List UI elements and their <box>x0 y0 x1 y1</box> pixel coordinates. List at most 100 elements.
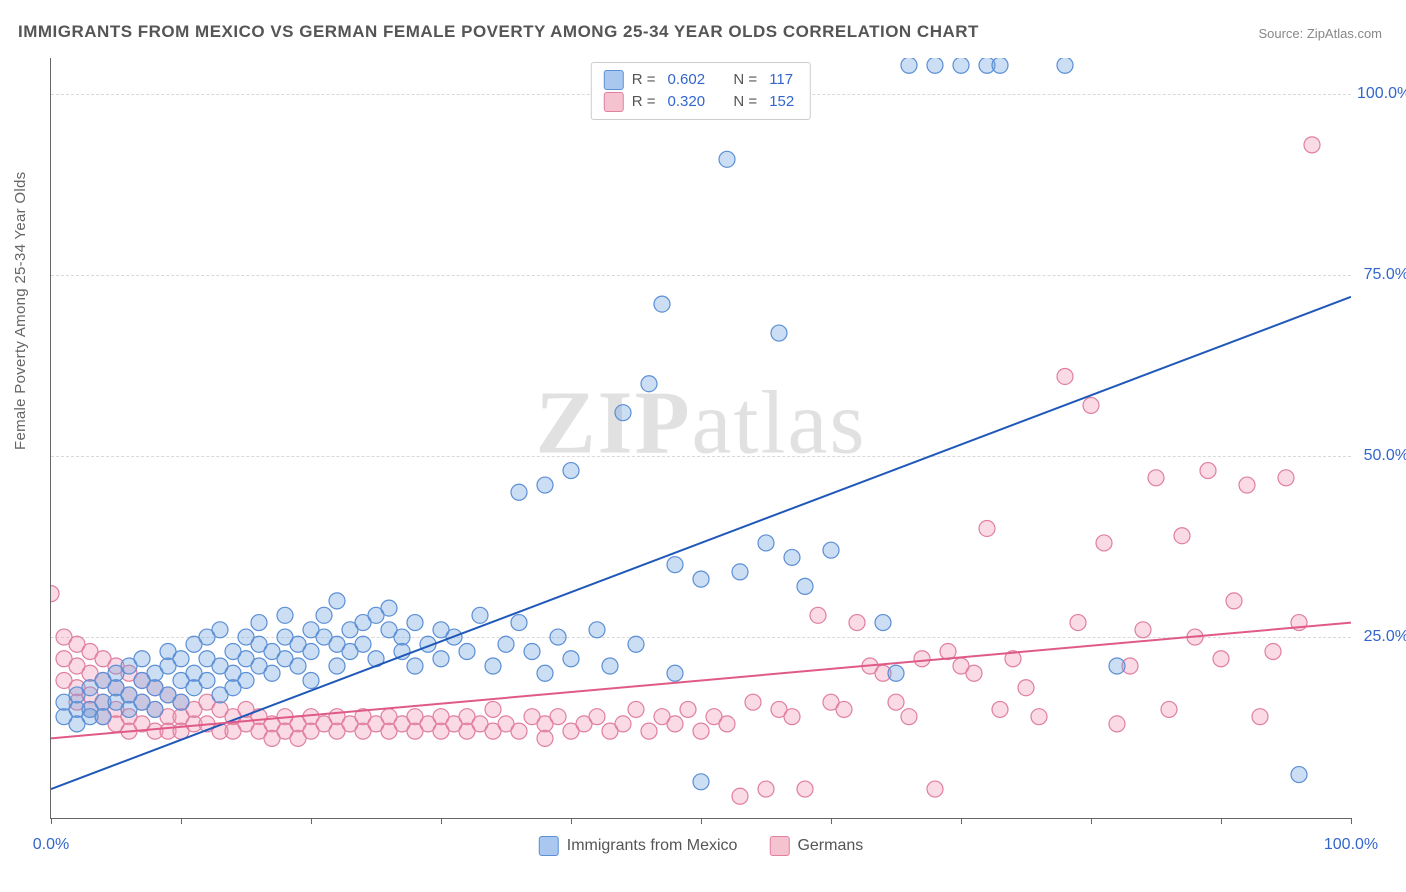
data-point-mexico <box>784 549 800 565</box>
data-point-germans <box>849 615 865 631</box>
data-point-mexico <box>95 709 111 725</box>
data-point-germans <box>966 665 982 681</box>
x-tick <box>1091 818 1092 824</box>
data-point-germans <box>550 709 566 725</box>
swatch-pink <box>769 836 789 856</box>
data-point-mexico <box>589 622 605 638</box>
data-point-mexico <box>823 542 839 558</box>
data-point-mexico <box>888 665 904 681</box>
data-point-mexico <box>927 58 943 73</box>
data-point-germans <box>745 694 761 710</box>
n-value: 117 <box>769 69 793 91</box>
data-point-germans <box>914 651 930 667</box>
data-point-mexico <box>758 535 774 551</box>
data-point-mexico <box>641 376 657 392</box>
y-tick-label: 50.0% <box>1357 447 1406 465</box>
data-point-mexico <box>537 477 553 493</box>
y-axis-label: Female Poverty Among 25-34 Year Olds <box>12 172 29 450</box>
data-point-mexico <box>992 58 1008 73</box>
x-tick-label: 100.0% <box>1324 836 1378 854</box>
data-point-mexico <box>290 658 306 674</box>
data-point-mexico <box>654 296 670 312</box>
data-point-mexico <box>173 651 189 667</box>
data-point-germans <box>719 716 735 732</box>
source-attribution: Source: ZipAtlas.com <box>1258 26 1382 41</box>
data-point-mexico <box>472 607 488 623</box>
x-tick <box>51 818 52 824</box>
x-tick <box>831 818 832 824</box>
data-point-mexico <box>303 644 319 660</box>
data-point-germans <box>901 709 917 725</box>
data-point-mexico <box>264 665 280 681</box>
data-point-mexico <box>511 615 527 631</box>
n-value: 152 <box>769 91 794 113</box>
data-point-germans <box>1226 593 1242 609</box>
legend-label: Immigrants from Mexico <box>567 837 738 855</box>
data-point-mexico <box>407 658 423 674</box>
y-tick-label: 100.0% <box>1357 85 1406 103</box>
data-point-germans <box>1070 615 1086 631</box>
x-tick <box>311 818 312 824</box>
data-point-mexico <box>550 629 566 645</box>
data-point-germans <box>693 723 709 739</box>
data-point-germans <box>1200 463 1216 479</box>
r-label: R = <box>632 69 656 91</box>
data-point-mexico <box>537 665 553 681</box>
data-point-germans <box>1083 397 1099 413</box>
y-tick-label: 75.0% <box>1357 266 1406 284</box>
data-point-germans <box>979 520 995 536</box>
data-point-germans <box>485 701 501 717</box>
data-point-mexico <box>316 607 332 623</box>
data-point-mexico <box>355 636 371 652</box>
n-label: N = <box>733 69 757 91</box>
data-point-germans <box>1304 137 1320 153</box>
x-tick <box>961 818 962 824</box>
x-tick-label: 0.0% <box>33 836 69 854</box>
data-point-mexico <box>459 644 475 660</box>
x-tick <box>571 818 572 824</box>
data-point-mexico <box>134 651 150 667</box>
legend-item-mexico: Immigrants from Mexico <box>539 836 738 856</box>
data-point-mexico <box>147 701 163 717</box>
data-point-germans <box>1278 470 1294 486</box>
data-point-germans <box>1018 680 1034 696</box>
x-tick <box>701 818 702 824</box>
legend-row-germans: R = 0.320 N = 152 <box>604 91 798 113</box>
data-point-germans <box>888 694 904 710</box>
chart-plot-area: ZIPatlas R = 0.602 N = 117 R = 0.320 N =… <box>50 58 1351 819</box>
data-point-germans <box>1148 470 1164 486</box>
legend-row-mexico: R = 0.602 N = 117 <box>604 69 798 91</box>
data-point-germans <box>992 701 1008 717</box>
series-legend: Immigrants from Mexico Germans <box>539 836 864 856</box>
data-point-germans <box>1213 651 1229 667</box>
data-point-mexico <box>1057 58 1073 73</box>
data-point-mexico <box>251 615 267 631</box>
data-point-mexico <box>667 557 683 573</box>
data-point-mexico <box>693 571 709 587</box>
data-point-germans <box>1135 622 1151 638</box>
data-point-mexico <box>771 325 787 341</box>
x-tick <box>1221 818 1222 824</box>
r-value: 0.602 <box>668 69 706 91</box>
data-point-mexico <box>199 672 215 688</box>
y-tick-label: 25.0% <box>1357 628 1406 646</box>
data-point-germans <box>511 723 527 739</box>
data-point-mexico <box>615 405 631 421</box>
r-value: 0.320 <box>668 91 706 113</box>
data-point-germans <box>1031 709 1047 725</box>
legend-item-germans: Germans <box>769 836 863 856</box>
data-point-mexico <box>719 151 735 167</box>
x-tick <box>1351 818 1352 824</box>
data-point-mexico <box>173 694 189 710</box>
data-point-germans <box>1161 701 1177 717</box>
data-point-mexico <box>277 607 293 623</box>
r-label: R = <box>632 91 656 113</box>
data-point-mexico <box>329 658 345 674</box>
data-point-mexico <box>303 672 319 688</box>
data-point-germans <box>1252 709 1268 725</box>
data-point-mexico <box>381 600 397 616</box>
data-point-germans <box>1265 644 1281 660</box>
n-label: N = <box>733 91 757 113</box>
data-point-mexico <box>563 463 579 479</box>
data-point-germans <box>1096 535 1112 551</box>
